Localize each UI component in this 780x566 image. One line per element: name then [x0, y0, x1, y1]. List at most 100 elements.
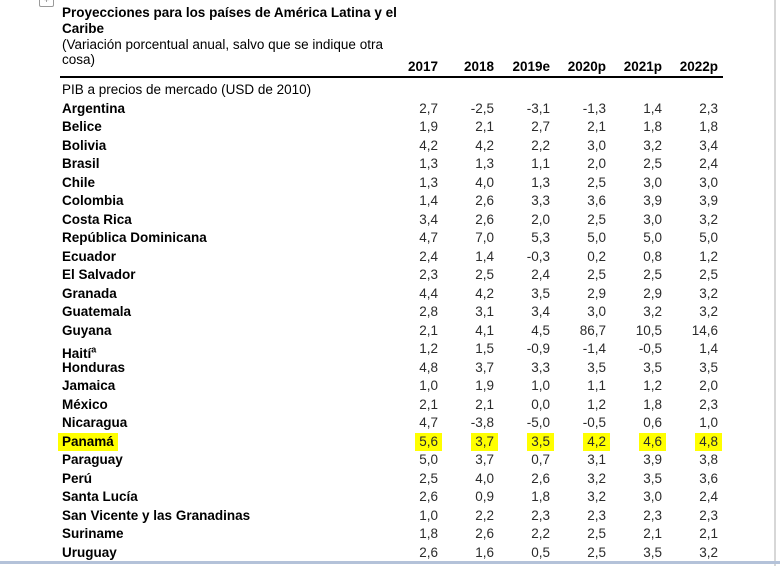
- column-header-2022p: 2022p: [679, 59, 718, 74]
- value-cell: 4,8: [419, 359, 438, 375]
- table-row: Honduras 4,8 3,7 3,3 3,5 3,5 3,5: [62, 359, 718, 378]
- value-cell: 0,7: [531, 452, 550, 467]
- value-cell: -0,5: [638, 341, 662, 356]
- value-cell: 4,0: [475, 470, 494, 486]
- table-row: México 2,1 2,1 0,0 1,2 1,8 2,3: [62, 396, 718, 415]
- value-cell: 1,0: [699, 415, 718, 430]
- country-name: Brasil: [62, 156, 100, 171]
- value-cell: 4,2: [550, 432, 610, 452]
- column-header-2021p: 2021p: [623, 59, 662, 74]
- table-row: República Dominicana 4,7 7,0 5,3 5,0 5,0 5,0: [62, 229, 718, 248]
- value-cell: -1,3: [582, 100, 606, 116]
- table-row: Haitía 1,2 1,5 -0,9 -1,4 -0,5 1,4: [62, 340, 718, 361]
- value-cell: 2,4: [699, 156, 718, 171]
- value-cell: 2,1: [587, 119, 606, 134]
- table-row: Costa Rica 3,4 2,6 2,0 2,5 3,0 3,2: [62, 211, 718, 230]
- value-cell: 2,6: [531, 470, 550, 486]
- country-name: Suriname: [62, 526, 124, 541]
- value-cell: 0,5: [531, 544, 550, 560]
- value-cell: 2,5: [587, 526, 606, 541]
- value-cell: 4,0: [475, 174, 494, 190]
- table-header-rule: [60, 76, 723, 78]
- value-cell: 1,8: [643, 396, 662, 412]
- value-cell: 5,0: [419, 452, 438, 467]
- value-cell: 1,2: [419, 341, 438, 356]
- value-cell: 2,5: [643, 267, 662, 282]
- table-header-row: 2017 2018 2019e 2020p 2021p 2022p: [62, 59, 718, 74]
- value-cell: 2,9: [643, 285, 662, 301]
- value-cell: 2,0: [699, 378, 718, 393]
- value-cell: 0,8: [643, 248, 662, 264]
- value-cell: 2,5: [587, 174, 606, 190]
- value-cell: -5,0: [526, 415, 550, 430]
- value-cell: 3,0: [587, 137, 606, 153]
- table-row: Bolivia 4,2 4,2 2,2 3,0 3,2 3,4: [62, 137, 718, 156]
- value-cell: 1,3: [475, 156, 494, 171]
- country-name: Ecuador: [62, 248, 117, 264]
- value-cell: 3,6: [587, 193, 606, 208]
- country-name: El Salvador: [62, 267, 136, 282]
- country-name: Santa Lucía: [62, 489, 138, 504]
- value-cell: 3,6: [699, 470, 718, 486]
- section-label: PIB a precios de mercado (USD de 2010): [62, 82, 312, 97]
- value-cell: 3,0: [643, 211, 662, 227]
- highlight: 3,5: [527, 432, 554, 451]
- value-cell: 1,0: [419, 378, 438, 393]
- value-cell: 2,1: [475, 396, 494, 412]
- value-cell: 1,1: [587, 378, 606, 393]
- value-cell: 1,8: [531, 489, 550, 504]
- page-right-border: [774, 0, 776, 566]
- value-cell: 2,2: [531, 137, 550, 153]
- value-cell: -0,3: [526, 248, 550, 264]
- value-cell: 2,5: [587, 211, 606, 227]
- object-anchor-icon[interactable]: +: [39, 0, 54, 7]
- country-name: Panamá: [58, 432, 382, 452]
- value-cell: 5,0: [699, 230, 718, 245]
- table-row: Suriname 1,8 2,6 2,2 2,5 2,1 2,1: [62, 525, 718, 544]
- value-cell: 1,4: [699, 341, 718, 356]
- table-row: Jamaica 1,0 1,9 1,0 1,1 1,2 2,0: [62, 377, 718, 396]
- value-cell: 2,3: [699, 396, 718, 412]
- value-cell: 3,2: [699, 211, 718, 227]
- value-cell: 2,9: [587, 285, 606, 301]
- highlight: 4,8: [695, 432, 722, 451]
- value-cell: 3,5: [587, 359, 606, 375]
- table-row: Panamá 5,6 3,7 3,5 4,2 4,6 4,8: [58, 432, 722, 452]
- highlight: Panamá: [58, 432, 118, 451]
- value-cell: 4,8: [662, 432, 722, 452]
- value-cell: 3,7: [475, 359, 494, 375]
- value-cell: 7,0: [475, 230, 494, 245]
- value-cell: 2,0: [587, 156, 606, 171]
- value-cell: 2,5: [587, 544, 606, 560]
- title-block: Proyecciones para los países de América …: [62, 5, 400, 67]
- value-cell: 0,6: [643, 415, 662, 430]
- value-cell: 3,3: [531, 193, 550, 208]
- country-name: Colombia: [62, 193, 124, 208]
- country-name: Argentina: [62, 100, 126, 116]
- value-cell: 3,0: [587, 304, 606, 319]
- value-cell: 1,3: [531, 174, 550, 190]
- value-cell: 3,0: [643, 174, 662, 190]
- value-cell: 4,5: [531, 322, 550, 338]
- page-bottom-border: [0, 561, 780, 564]
- value-cell: 2,8: [419, 304, 438, 319]
- page-title: Proyecciones para los países de América …: [62, 5, 397, 36]
- value-cell: 2,5: [643, 156, 662, 171]
- value-cell: 2,3: [531, 507, 550, 523]
- value-cell: -2,5: [470, 100, 494, 116]
- value-cell: 3,0: [643, 489, 662, 504]
- value-cell: 3,5: [494, 432, 554, 452]
- value-cell: 2,7: [531, 119, 550, 134]
- country-name: Uruguay: [62, 544, 117, 560]
- value-cell: 1,8: [643, 119, 662, 134]
- value-cell: 5,0: [587, 230, 606, 245]
- header-spacer: [62, 59, 382, 74]
- value-cell: 4,2: [419, 137, 438, 153]
- value-cell: 3,8: [699, 452, 718, 467]
- page-subtitle: (Variación porcentual anual, salvo que s…: [62, 37, 383, 67]
- value-cell: 4,7: [419, 230, 438, 245]
- value-cell: 2,3: [419, 267, 438, 282]
- table-rows: Argentina 2,7 -2,5 -3,1 -1,3 1,4 2,3 Belice 1,9 2…: [58, 100, 722, 563]
- table-row: Paraguay 5,0 3,7 0,7 3,1 3,9 3,8: [62, 451, 718, 470]
